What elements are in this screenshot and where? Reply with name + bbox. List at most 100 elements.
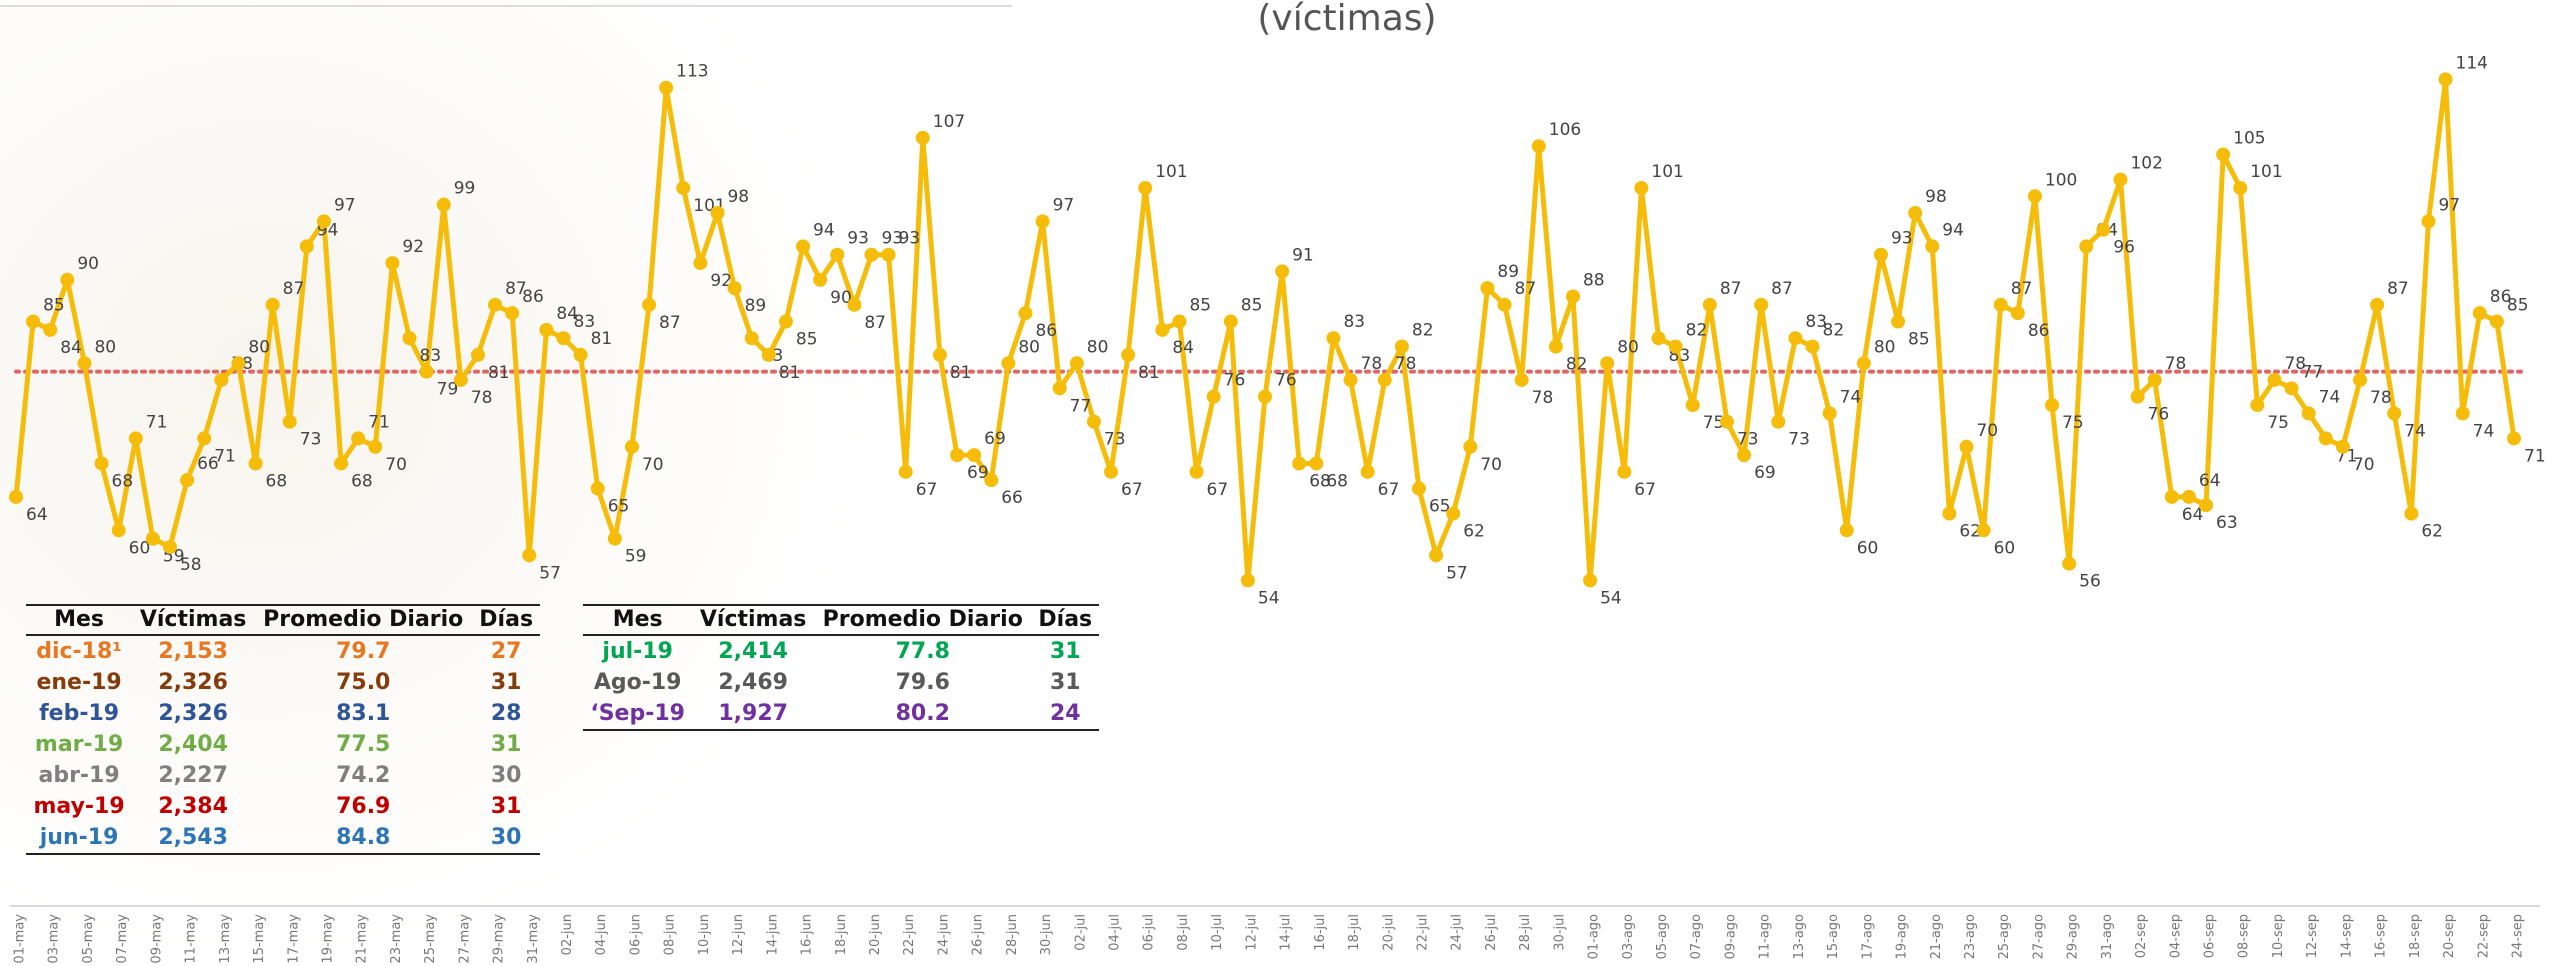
- table-row: dic-18¹2,15379.727: [26, 635, 540, 667]
- data-label: 74: [1840, 387, 1862, 407]
- data-point: [693, 256, 707, 270]
- data-label: 81: [1138, 363, 1160, 383]
- data-label: 75: [2267, 413, 2289, 433]
- data-point: [77, 356, 91, 370]
- x-tick-label: 08-jul: [1176, 914, 1191, 951]
- x-tick-label: 11-ago: [1758, 914, 1773, 959]
- data-point: [1344, 373, 1358, 387]
- data-point: [796, 239, 810, 253]
- x-tick-label: 20-sep: [2442, 914, 2457, 958]
- data-point: [1652, 331, 1666, 345]
- page: {"chart_data": {"type": "line", "title":…: [0, 0, 2560, 966]
- data-label: 77: [2302, 362, 2324, 382]
- x-tick-label: 19-may: [320, 914, 335, 964]
- data-label: 87: [1720, 279, 1742, 299]
- data-point: [1566, 289, 1580, 303]
- data-point: [385, 256, 399, 270]
- data-point: [1326, 331, 1340, 345]
- table-row: mar-192,40477.531: [26, 729, 540, 760]
- data-label: 92: [402, 237, 424, 257]
- data-label: 67: [1207, 480, 1229, 500]
- data-point: [728, 281, 742, 295]
- data-label: 85: [1241, 296, 1263, 316]
- data-label: 81: [950, 363, 972, 383]
- data-point: [1600, 356, 1614, 370]
- x-tick-label: 30-jul: [1552, 914, 1567, 951]
- table-row: may-192,38476.931: [26, 791, 540, 822]
- data-point: [950, 448, 964, 462]
- data-point: [249, 456, 263, 470]
- x-tick-label: 29-ago: [2066, 914, 2081, 959]
- data-label: 70: [385, 455, 407, 475]
- data-point: [1532, 139, 1546, 153]
- data-point: [197, 431, 211, 445]
- data-point: [1908, 206, 1922, 220]
- x-tick-label: 08-jun: [663, 914, 678, 955]
- x-tick-label: 17-may: [286, 914, 301, 964]
- data-label: 85: [796, 330, 818, 350]
- data-label: 94: [813, 220, 835, 240]
- data-point: [1036, 214, 1050, 228]
- data-point: [1429, 548, 1443, 562]
- data-label: 62: [1463, 522, 1485, 542]
- x-tick-label: 14-jul: [1279, 914, 1294, 951]
- column-header: Mes: [583, 605, 692, 635]
- data-point: [779, 315, 793, 329]
- x-tick-label: 21-may: [355, 914, 370, 964]
- table-cell: 1,927: [692, 698, 814, 730]
- data-point: [847, 298, 861, 312]
- data-point: [129, 431, 143, 445]
- data-point: [1498, 298, 1512, 312]
- data-point: [642, 298, 656, 312]
- data-point: [2216, 148, 2230, 162]
- table-row: abr-192,22774.230: [26, 760, 540, 791]
- data-label: 64: [2199, 471, 2221, 491]
- data-point: [2131, 390, 2145, 404]
- data-point: [95, 456, 109, 470]
- data-label: 63: [2216, 513, 2238, 533]
- data-label: 82: [1412, 321, 1434, 341]
- x-tick-label: 05-may: [81, 914, 96, 964]
- x-tick-label: 10-jul: [1210, 914, 1225, 951]
- x-tick-label: 28-jun: [1005, 914, 1020, 955]
- table-cell: Ago-19: [583, 667, 692, 698]
- data-label: 78: [1532, 388, 1554, 408]
- data-point: [2490, 315, 2504, 329]
- x-tick-label: 28-jul: [1518, 914, 1533, 951]
- data-label: 114: [2456, 53, 2488, 73]
- data-point: [1018, 306, 1032, 320]
- data-label: 100: [2045, 170, 2077, 190]
- data-point: [2387, 406, 2401, 420]
- table-cell: 2,153: [132, 635, 254, 667]
- data-point: [60, 273, 74, 287]
- data-point: [1190, 465, 1204, 479]
- data-point: [1617, 465, 1631, 479]
- table-cell: 31: [472, 791, 540, 822]
- data-point: [2113, 173, 2127, 187]
- data-point: [2028, 189, 2042, 203]
- x-tick-label: 06-jul: [1142, 914, 1157, 951]
- data-point: [1771, 415, 1785, 429]
- x-tick-label: 24-jul: [1450, 914, 1465, 951]
- table-cell: 84.8: [254, 822, 472, 854]
- data-label: 86: [1035, 321, 1057, 341]
- x-tick-label: 08-sep: [2237, 914, 2252, 958]
- data-point: [163, 540, 177, 554]
- data-point: [1155, 323, 1169, 337]
- table-cell: jul-19: [583, 635, 692, 667]
- data-point: [317, 214, 331, 228]
- data-label: 93: [847, 229, 869, 249]
- data-point: [864, 248, 878, 262]
- table-cell: 83.1: [254, 698, 472, 729]
- data-point: [2011, 306, 2025, 320]
- x-tick-label: 04-jun: [594, 914, 609, 955]
- data-point: [2165, 490, 2179, 504]
- data-label: 80: [1874, 337, 1896, 357]
- data-point: [1087, 415, 1101, 429]
- data-label: 54: [1258, 588, 1280, 608]
- x-tick-label: 26-jun: [971, 914, 986, 955]
- data-label: 73: [1104, 430, 1126, 450]
- x-tick-label: 25-may: [423, 914, 438, 964]
- data-label: 57: [1446, 563, 1468, 583]
- data-label: 64: [26, 505, 48, 525]
